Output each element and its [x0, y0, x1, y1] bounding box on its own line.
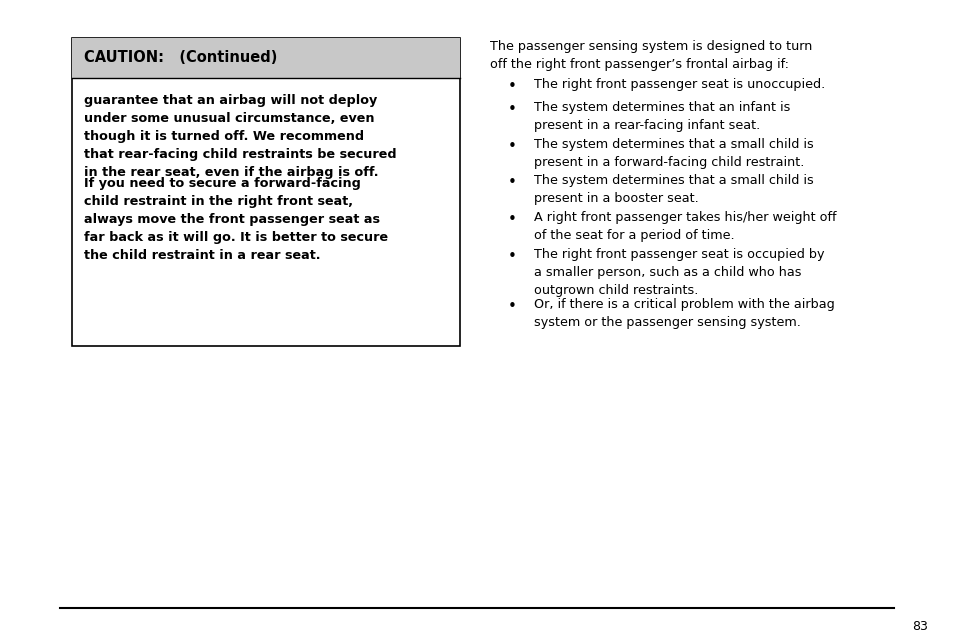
Bar	[71, 38, 459, 78]
Text: •: •	[507, 176, 516, 190]
Text: The passenger sensing system is designed to turn
off the right front passenger’s: The passenger sensing system is designed…	[490, 40, 812, 71]
Text: A right front passenger takes his/her weight off
of the seat for a period of tim: A right front passenger takes his/her we…	[534, 211, 836, 242]
Text: •: •	[507, 80, 516, 94]
Text: The system determines that an infant is
present in a rear-facing infant seat.: The system determines that an infant is …	[534, 101, 789, 132]
Text: Or, if there is a critical problem with the airbag
system or the passenger sensi: Or, if there is a critical problem with …	[534, 298, 834, 329]
Text: 83: 83	[911, 620, 927, 633]
Text: •: •	[507, 102, 516, 117]
Text: CAUTION:   (Continued): CAUTION: (Continued)	[84, 50, 277, 66]
Text: If you need to secure a forward-facing
child restraint in the right front seat,
: If you need to secure a forward-facing c…	[84, 177, 388, 262]
Text: •: •	[507, 299, 516, 314]
Text: •: •	[507, 139, 516, 154]
Text: The system determines that a small child is
present in a booster seat.: The system determines that a small child…	[534, 174, 813, 205]
Bar	[71, 38, 459, 346]
Text: •: •	[507, 212, 516, 227]
Text: The right front passenger seat is unoccupied.: The right front passenger seat is unoccu…	[534, 78, 824, 92]
Text: The system determines that a small child is
present in a forward-facing child re: The system determines that a small child…	[534, 138, 813, 169]
Text: guarantee that an airbag will not deploy
under some unusual circumstance, even
t: guarantee that an airbag will not deploy…	[84, 94, 396, 179]
Text: •: •	[507, 249, 516, 263]
Text: The right front passenger seat is occupied by
a smaller person, such as a child : The right front passenger seat is occupi…	[534, 247, 823, 296]
